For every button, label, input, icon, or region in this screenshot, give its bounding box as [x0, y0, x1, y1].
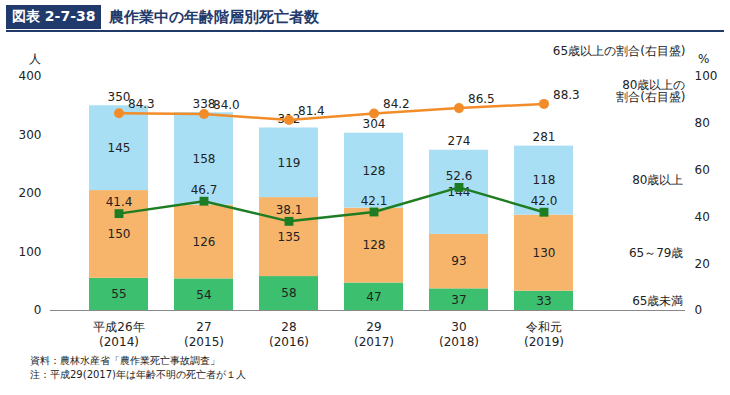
svg-text:158: 158 — [193, 152, 216, 166]
svg-text:平成26年(2014): 平成26年(2014) — [93, 320, 144, 350]
svg-text:119: 119 — [278, 156, 301, 170]
svg-text:80歳以上: 80歳以上 — [632, 173, 683, 187]
svg-text:42.0: 42.0 — [531, 194, 558, 208]
svg-text:40: 40 — [695, 210, 710, 224]
svg-text:0: 0 — [695, 303, 703, 317]
svg-text:100: 100 — [695, 69, 718, 83]
svg-text:86.5: 86.5 — [468, 92, 495, 106]
svg-text:400: 400 — [19, 69, 42, 83]
svg-text:52.6: 52.6 — [446, 169, 473, 183]
svg-text:84.0: 84.0 — [213, 98, 240, 112]
svg-text:350: 350 — [107, 89, 131, 104]
svg-text:60: 60 — [695, 163, 710, 177]
svg-text:54: 54 — [196, 288, 211, 302]
svg-text:人: 人 — [29, 52, 41, 66]
svg-text:300: 300 — [19, 128, 42, 142]
svg-text:200: 200 — [19, 186, 42, 200]
svg-text:84.2: 84.2 — [383, 97, 410, 111]
svg-text:55: 55 — [111, 287, 126, 301]
svg-text:27(2015): 27(2015) — [184, 320, 224, 350]
svg-text:144: 144 — [447, 185, 471, 200]
svg-text:47: 47 — [366, 290, 381, 304]
svg-text:46.7: 46.7 — [191, 183, 218, 197]
svg-text:145: 145 — [108, 141, 131, 155]
svg-text:135: 135 — [278, 230, 301, 244]
svg-text:281: 281 — [533, 130, 556, 144]
svg-text:80: 80 — [695, 116, 710, 130]
svg-text:30(2018): 30(2018) — [439, 320, 479, 350]
svg-text:37: 37 — [451, 293, 466, 307]
svg-text:令和元(2019): 令和元(2019) — [524, 320, 564, 350]
svg-text:312: 312 — [277, 111, 301, 126]
svg-text:93: 93 — [451, 254, 466, 268]
svg-text:118: 118 — [533, 173, 556, 187]
html-text:注：平成29(2017)年は年齢不明の死亡者が１人: 注：平成29(2017)年は年齢不明の死亡者が１人 — [30, 369, 246, 380]
svg-text:150: 150 — [108, 227, 131, 241]
html-text:図表 2-7-38: 図表 2-7-38 — [12, 8, 96, 24]
svg-text:29(2017): 29(2017) — [354, 320, 394, 350]
html-text:資料：農林水産省「農作業死亡事故調査」: 資料：農林水産省「農作業死亡事故調査」 — [30, 355, 220, 366]
svg-text:0: 0 — [34, 303, 42, 317]
svg-text:304: 304 — [363, 117, 386, 131]
svg-text:38.1: 38.1 — [276, 203, 303, 217]
svg-text:42.1: 42.1 — [361, 194, 388, 208]
svg-text:%: % — [698, 52, 709, 66]
svg-text:65歳未満: 65歳未満 — [632, 294, 683, 308]
svg-text:41.4: 41.4 — [106, 195, 133, 209]
svg-text:126: 126 — [193, 235, 216, 249]
svg-text:128: 128 — [363, 238, 386, 252]
svg-text:88.3: 88.3 — [553, 88, 580, 102]
svg-text:100: 100 — [19, 245, 42, 259]
svg-text:130: 130 — [533, 246, 556, 260]
svg-text:65歳以上の割合(右目盛): 65歳以上の割合(右目盛) — [553, 44, 686, 58]
svg-text:274: 274 — [448, 134, 471, 148]
svg-text:128: 128 — [363, 164, 386, 178]
html-text:農作業中の年齢階層別死亡者数: 農作業中の年齢階層別死亡者数 — [109, 7, 320, 26]
svg-text:20: 20 — [695, 257, 710, 271]
svg-text:28(2016): 28(2016) — [269, 320, 309, 350]
svg-text:84.3: 84.3 — [128, 97, 155, 111]
svg-text:80歳以上の割合(右目盛): 80歳以上の割合(右目盛) — [616, 78, 685, 104]
svg-text:58: 58 — [281, 286, 296, 300]
svg-text:65～79歳: 65～79歳 — [629, 246, 684, 260]
svg-text:338: 338 — [192, 96, 216, 111]
svg-text:81.4: 81.4 — [298, 104, 325, 118]
svg-text:33: 33 — [536, 294, 551, 308]
